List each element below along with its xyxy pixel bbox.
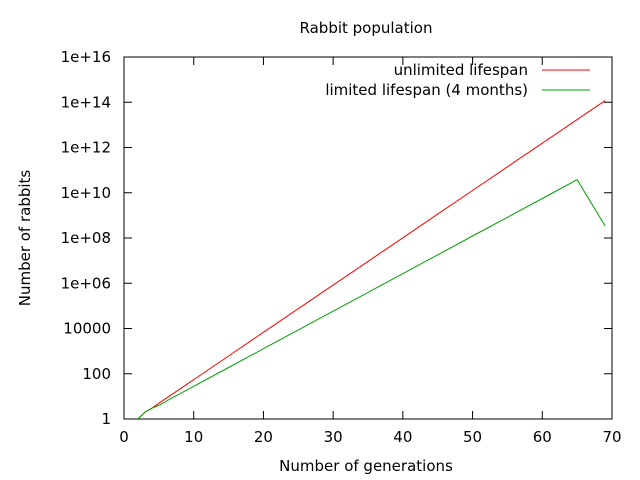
y-tick-label: 1	[101, 410, 111, 428]
plot-frame	[123, 56, 613, 420]
x-tick-label: 20	[254, 428, 273, 446]
series-line-1	[137, 100, 606, 420]
x-tick-label: 40	[393, 428, 412, 446]
y-tick-label: 1e+10	[61, 184, 111, 202]
y-tick-label: 1e+16	[61, 48, 111, 66]
y-tick-label: 1e+12	[61, 139, 111, 157]
x-tick-label: 10	[184, 428, 203, 446]
x-axis-label: Number of generations	[279, 457, 453, 475]
y-axis-label: Number of rabbits	[16, 170, 34, 307]
chart-title: Rabbit population	[300, 19, 433, 37]
axis-ticks: 0 10 20 30 40 50 60 70 1 100 10000 1e+06 1e+08 1e+10 1…	[61, 48, 622, 446]
y-tick-label: 1e+14	[61, 93, 111, 111]
y-tick-label: 1e+06	[61, 274, 111, 292]
y-tick-label: 1e+08	[61, 229, 111, 247]
y-tick-label: 100	[82, 365, 111, 383]
series-line-2	[137, 179, 606, 420]
legend: unlimited lifespan limited lifespan (4 mo…	[325, 61, 590, 99]
legend-label: limited lifespan (4 months)	[325, 81, 528, 99]
x-tick-label: 30	[324, 428, 343, 446]
series-lines	[137, 100, 606, 420]
y-tick-label: 10000	[63, 320, 111, 338]
legend-label: unlimited lifespan	[394, 61, 528, 79]
x-tick-label: 0	[119, 428, 129, 446]
x-tick-label: 60	[533, 428, 552, 446]
x-tick-label: 50	[463, 428, 482, 446]
x-tick-label: 70	[602, 428, 621, 446]
